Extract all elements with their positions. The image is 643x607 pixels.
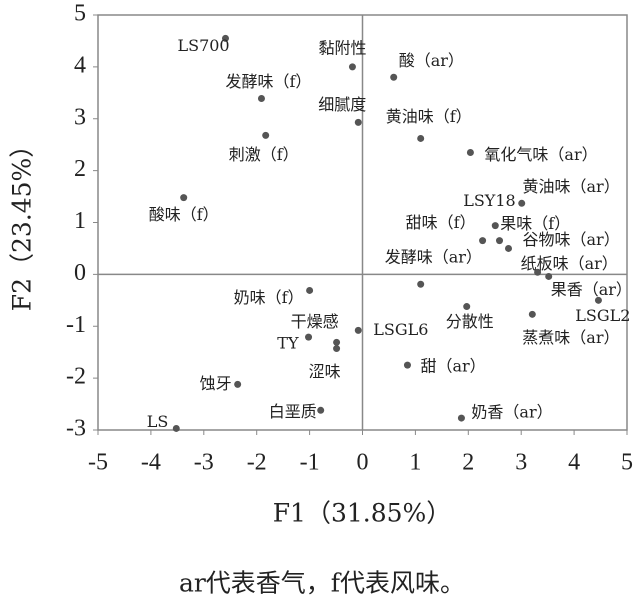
point — [317, 406, 325, 414]
x-tick-label: -5 — [88, 450, 108, 476]
point — [221, 34, 229, 42]
x-tick-label: 1 — [409, 450, 421, 476]
point — [518, 199, 526, 207]
point — [306, 286, 314, 294]
point — [262, 131, 270, 139]
x-axis-title: F1（31.85%） — [273, 499, 452, 528]
caption: ar代表香气，f代表风味。 — [179, 569, 465, 598]
point-label: 酸味（f） — [149, 205, 219, 224]
point-label: 刺激（f） — [229, 145, 299, 164]
point — [403, 361, 411, 369]
y-axis-title: F2（23.45%） — [8, 133, 37, 312]
point-label: 发酵味（ar） — [385, 248, 482, 267]
point-label: 发酵味（f） — [225, 72, 311, 91]
point — [545, 272, 553, 280]
point-label: 黏附性 — [318, 38, 366, 57]
point-label: LSGL6 — [373, 320, 428, 339]
point — [348, 63, 356, 71]
y-tick-label: 3 — [74, 104, 86, 130]
point-label: 蚀牙 — [200, 374, 232, 393]
point — [463, 303, 471, 311]
x-tick-label: -1 — [300, 450, 320, 476]
y-tick-label: 0 — [74, 260, 86, 286]
point — [594, 296, 602, 304]
point-label: LS700 — [177, 36, 229, 55]
point — [333, 338, 341, 346]
point-label: 白垩质 — [269, 402, 317, 421]
point-label: 果香（ar） — [551, 280, 632, 299]
y-tick-label: 2 — [74, 156, 86, 182]
point — [390, 73, 398, 81]
point — [234, 380, 242, 388]
x-tick-label: -3 — [194, 450, 214, 476]
point-label: 奶香（ar） — [471, 403, 552, 422]
point-label: 甜（ar） — [420, 357, 485, 376]
point — [180, 194, 188, 202]
y-tick-label: -2 — [66, 364, 86, 390]
point — [457, 414, 465, 422]
x-tick-label: 4 — [568, 450, 580, 476]
point — [466, 148, 474, 156]
point — [333, 345, 341, 353]
y-tick-label: 1 — [74, 208, 86, 234]
point-label: 涩味 — [309, 362, 341, 381]
x-tick-label: 5 — [621, 450, 633, 476]
point-label: 氧化气味（ar） — [484, 145, 597, 164]
point-label: 细腻度 — [318, 95, 366, 114]
point-label: 甜味（f） — [406, 213, 476, 232]
x-tick-label: 2 — [462, 450, 474, 476]
point — [479, 237, 487, 245]
point-label: LSGL2 — [575, 306, 630, 325]
point-label: 蒸煮味（ar） — [522, 328, 619, 347]
x-tick-label: -4 — [141, 450, 161, 476]
point-label: 黄油味（ar） — [523, 177, 620, 196]
point — [257, 95, 265, 103]
y-tick-label: 4 — [74, 52, 86, 78]
point — [354, 326, 362, 334]
point-label: 分散性 — [446, 312, 494, 331]
point — [305, 333, 313, 341]
point — [172, 424, 180, 432]
y-tick-label: -1 — [66, 312, 86, 338]
point — [417, 134, 425, 142]
point — [417, 280, 425, 288]
point-label: 干燥感 — [291, 312, 339, 331]
point — [496, 237, 504, 245]
point — [491, 222, 499, 230]
point-label: 纸板味（ar） — [521, 254, 618, 273]
y-tick-label: -3 — [66, 416, 86, 442]
y-tick-label: 5 — [74, 1, 86, 27]
point-label: LSY18 — [463, 191, 516, 210]
point-label: TY — [277, 334, 299, 353]
point-label: 谷物味（ar） — [523, 230, 620, 249]
point — [354, 118, 362, 126]
point-label: 果味（f） — [500, 214, 570, 233]
x-tick-label: -2 — [247, 450, 267, 476]
x-tick-label: 0 — [357, 450, 369, 476]
point-label: LS — [147, 412, 169, 431]
point-label: 黄油味（f） — [386, 107, 472, 126]
point-label: 酸（ar） — [399, 51, 464, 70]
point — [534, 268, 542, 276]
point — [505, 244, 513, 252]
x-tick-label: 3 — [515, 450, 527, 476]
point — [528, 310, 536, 318]
point-label: 奶味（f） — [234, 288, 304, 307]
